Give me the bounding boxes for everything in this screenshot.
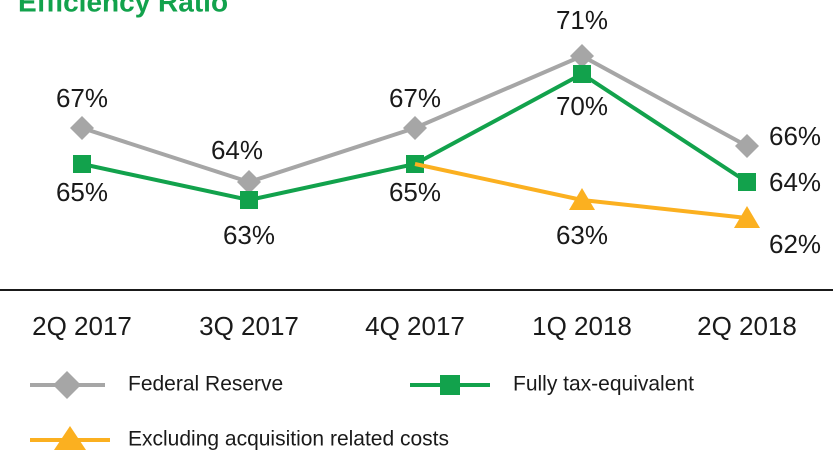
data-label: 65%	[56, 177, 108, 207]
data-point	[403, 116, 427, 140]
legend-label: Federal Reserve	[128, 373, 283, 396]
data-label: 71%	[556, 5, 608, 35]
data-point	[734, 206, 760, 228]
data-point	[738, 173, 756, 191]
legend-marker	[440, 375, 460, 395]
data-point	[735, 134, 759, 158]
data-label: 65%	[389, 177, 441, 207]
data-label: 67%	[56, 83, 108, 113]
data-point	[573, 65, 591, 83]
data-point	[569, 188, 595, 210]
x-tick-label: 2Q 2018	[697, 311, 797, 341]
x-tick-label: 4Q 2017	[365, 311, 465, 341]
legend-marker	[53, 371, 81, 399]
data-label: 70%	[556, 91, 608, 121]
data-label: 64%	[769, 167, 821, 197]
data-point	[73, 155, 91, 173]
x-tick-label: 2Q 2017	[32, 311, 132, 341]
chart-title: Efficiency Ratio	[18, 0, 228, 17]
data-label: 67%	[389, 83, 441, 113]
legend-marker	[54, 426, 86, 450]
data-point	[570, 44, 594, 68]
data-label: 64%	[211, 135, 263, 165]
data-label: 66%	[769, 121, 821, 151]
data-point	[240, 191, 258, 209]
x-tick-label: 1Q 2018	[532, 311, 632, 341]
data-point	[237, 170, 261, 194]
data-label: 63%	[556, 220, 608, 250]
x-tick-label: 3Q 2017	[199, 311, 299, 341]
data-label: 63%	[223, 220, 275, 250]
data-label: 62%	[769, 229, 821, 259]
legend-label: Fully tax-equivalent	[513, 373, 694, 396]
legend-label: Excluding acquisition related costs	[128, 428, 449, 451]
data-point	[70, 116, 94, 140]
